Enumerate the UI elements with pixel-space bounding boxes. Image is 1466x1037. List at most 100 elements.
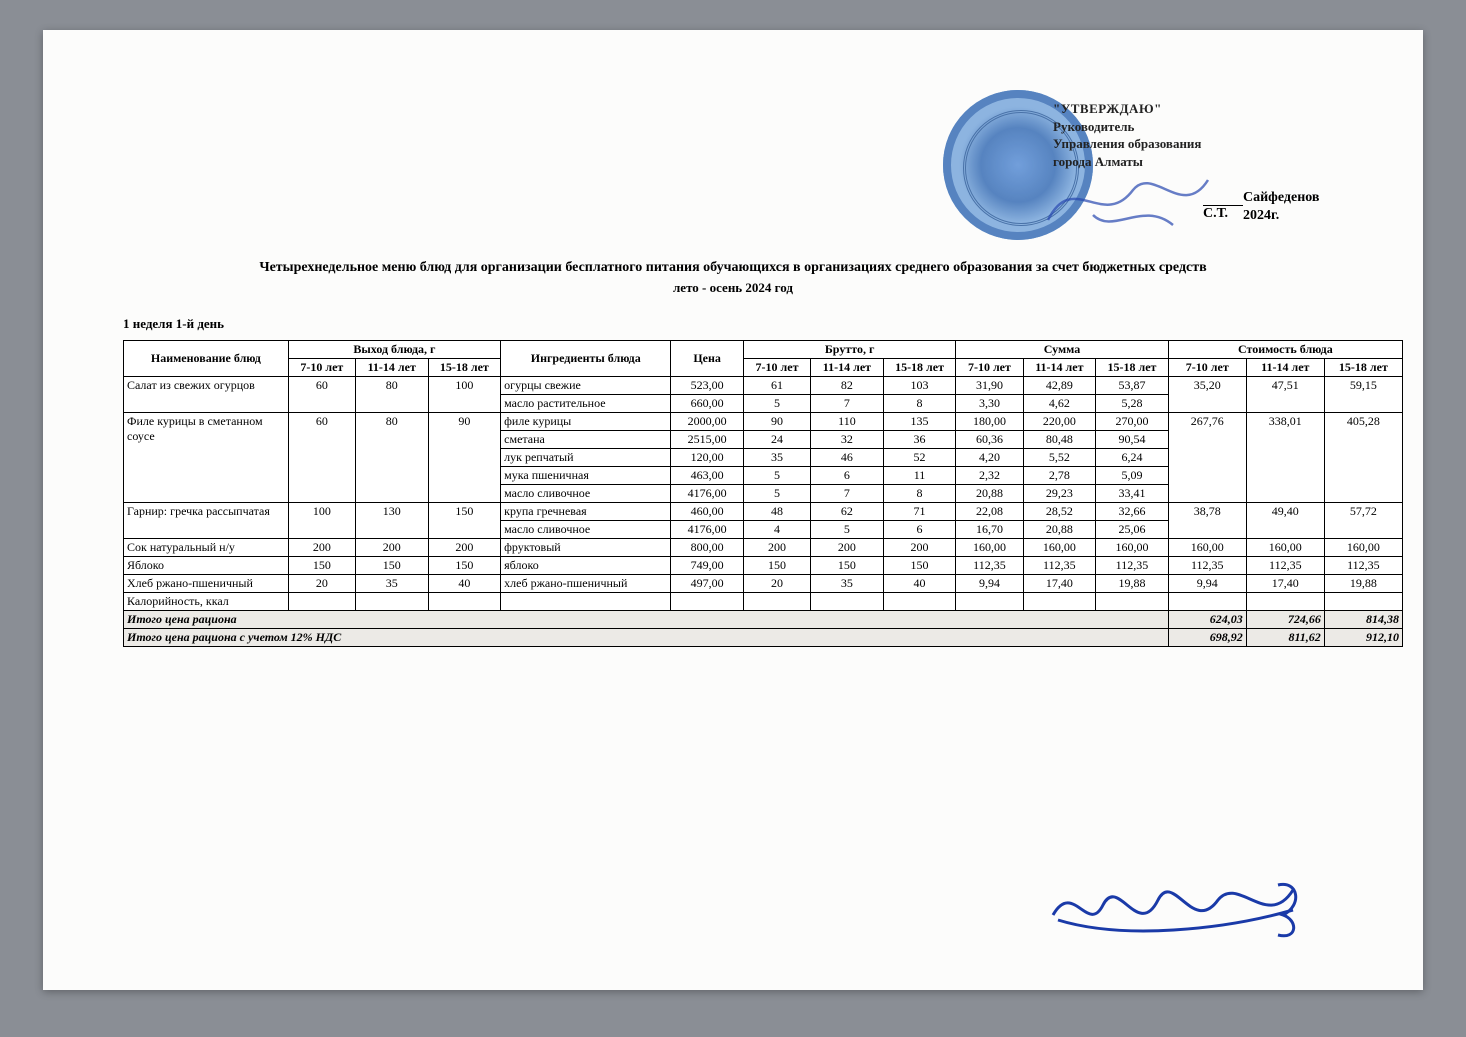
cell: 724,66 xyxy=(1246,611,1324,629)
cell: 338,01 xyxy=(1246,413,1324,503)
cell: 160,00 xyxy=(956,539,1023,557)
cell: 103 xyxy=(883,377,956,395)
ingredient-name: мука пшеничная xyxy=(501,467,671,485)
cell: 20,88 xyxy=(956,485,1023,503)
doc-title: Четырехнедельное меню блюд для организац… xyxy=(43,260,1423,276)
cell: 7 xyxy=(811,395,884,413)
cell: 16,70 xyxy=(956,521,1023,539)
cell: 135 xyxy=(883,413,956,431)
cell: 59,15 xyxy=(1324,377,1402,413)
total-row: Итого цена рациона с учетом 12% НДС698,9… xyxy=(124,629,1403,647)
cell xyxy=(1324,593,1402,611)
cell: 200 xyxy=(428,539,501,557)
cell: 80,48 xyxy=(1023,431,1096,449)
cell: 463,00 xyxy=(671,467,744,485)
cell xyxy=(811,593,884,611)
cell: 660,00 xyxy=(671,395,744,413)
col-gross: Брутто, г xyxy=(743,341,955,359)
cell: 35 xyxy=(811,575,884,593)
cell: 112,35 xyxy=(1096,557,1169,575)
table-body: Салат из свежих огурцов6080100огурцы све… xyxy=(124,377,1403,647)
cell: 5 xyxy=(743,395,810,413)
cell: 53,87 xyxy=(1096,377,1169,395)
cell xyxy=(671,593,744,611)
cell: 698,92 xyxy=(1168,629,1246,647)
ingredient-name: масло сливочное xyxy=(501,485,671,503)
col-y11: 11-14 лет xyxy=(355,359,428,377)
ingredient-name: фруктовый xyxy=(501,539,671,557)
cell: 5 xyxy=(743,485,810,503)
cell: 200 xyxy=(288,539,355,557)
cell: 150 xyxy=(811,557,884,575)
cell: 405,28 xyxy=(1324,413,1402,503)
approval-signature xyxy=(1043,160,1213,240)
cell: 8 xyxy=(883,485,956,503)
cell: 912,10 xyxy=(1324,629,1402,647)
total-label: Итого цена рациона xyxy=(124,611,1169,629)
cell: 90 xyxy=(428,413,501,503)
cell: 20 xyxy=(288,575,355,593)
col-y15: 15-18 лет xyxy=(428,359,501,377)
cell: 150 xyxy=(883,557,956,575)
total-label: Итого цена рациона с учетом 12% НДС xyxy=(124,629,1169,647)
cell xyxy=(1096,593,1169,611)
cell: 130 xyxy=(355,503,428,539)
cell: 100 xyxy=(428,377,501,413)
cell: 180,00 xyxy=(956,413,1023,431)
cell: 624,03 xyxy=(1168,611,1246,629)
dish-name: Яблоко xyxy=(124,557,289,575)
cell: 29,23 xyxy=(1023,485,1096,503)
cell: 6 xyxy=(883,521,956,539)
ingredient-name: хлеб ржано-пшеничный xyxy=(501,575,671,593)
col-c11: 11-14 лет xyxy=(1246,359,1324,377)
cell: 32,66 xyxy=(1096,503,1169,521)
cell: 814,38 xyxy=(1324,611,1402,629)
cell: 60 xyxy=(288,377,355,413)
cell: 200 xyxy=(355,539,428,557)
cell: 46 xyxy=(811,449,884,467)
cell: 150 xyxy=(743,557,810,575)
cell: 160,00 xyxy=(1246,539,1324,557)
cell xyxy=(355,593,428,611)
cell: 47,51 xyxy=(1246,377,1324,413)
cell: 90,54 xyxy=(1096,431,1169,449)
cell: 25,06 xyxy=(1096,521,1169,539)
dish-name: Филе курицы в сметанном соусе xyxy=(124,413,289,503)
approval-line3: Управления образования xyxy=(1053,135,1201,153)
approval-year: 2024г. xyxy=(1243,208,1279,224)
cell: 82 xyxy=(811,377,884,395)
cell: 2,78 xyxy=(1023,467,1096,485)
cell xyxy=(883,593,956,611)
col-yield: Выход блюда, г xyxy=(288,341,500,359)
col-c7: 7-10 лет xyxy=(1168,359,1246,377)
cell: 40 xyxy=(428,575,501,593)
cell: 24 xyxy=(743,431,810,449)
dish-name: Сок натуральный н/у xyxy=(124,539,289,557)
col-ingredients: Ингредиенты блюда xyxy=(501,341,671,377)
table-row: Салат из свежих огурцов6080100огурцы све… xyxy=(124,377,1403,395)
cell: 523,00 xyxy=(671,377,744,395)
cell: 2,32 xyxy=(956,467,1023,485)
col-s15: 15-18 лет xyxy=(1096,359,1169,377)
cell: 220,00 xyxy=(1023,413,1096,431)
col-b11: 11-14 лет xyxy=(811,359,884,377)
week-day-label: 1 неделя 1-й день xyxy=(123,316,224,332)
cell: 7 xyxy=(811,485,884,503)
cell: 160,00 xyxy=(1324,539,1402,557)
col-b15: 15-18 лет xyxy=(883,359,956,377)
cell: 32 xyxy=(811,431,884,449)
dish-name: Салат из свежих огурцов xyxy=(124,377,289,413)
cell: 19,88 xyxy=(1096,575,1169,593)
table-row: Гарнир: гречка рассыпчатая100130150крупа… xyxy=(124,503,1403,521)
cell: 40 xyxy=(883,575,956,593)
cell: 60,36 xyxy=(956,431,1023,449)
ingredient-name: масло сливочное xyxy=(501,521,671,539)
total-row: Итого цена рациона624,03724,66814,38 xyxy=(124,611,1403,629)
cell: 5,09 xyxy=(1096,467,1169,485)
cell: 112,35 xyxy=(1168,557,1246,575)
cell: 60 xyxy=(288,413,355,503)
cell: 811,62 xyxy=(1246,629,1324,647)
cell: 160,00 xyxy=(1168,539,1246,557)
col-b7: 7-10 лет xyxy=(743,359,810,377)
table-row: Хлеб ржано-пшеничный203540хлеб ржано-пше… xyxy=(124,575,1403,593)
